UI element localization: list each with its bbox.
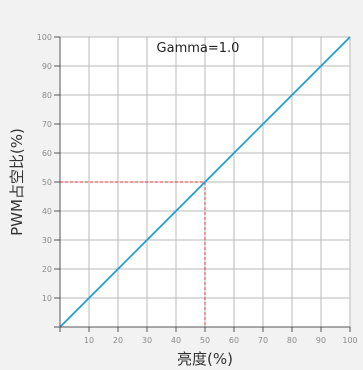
x-tick-label: 100 — [342, 336, 357, 345]
x-tick-label: 80 — [287, 336, 297, 345]
tick-labels: 10 20 30 40 50 60 70 80 90 100 10 20 30 40 50 60 70 80 90 1… — [37, 33, 358, 345]
x-tick-label: 10 — [84, 336, 94, 345]
x-tick-label: 70 — [258, 336, 268, 345]
y-tick-label: 10 — [42, 294, 52, 303]
y-tick-label: 40 — [42, 207, 52, 216]
y-tick-label: 30 — [42, 236, 52, 245]
y-tick-label: 20 — [42, 265, 52, 274]
y-tick-label: 60 — [42, 149, 52, 158]
x-tick-label: 50 — [200, 336, 210, 345]
reference-lines — [60, 181, 206, 327]
gamma-annotation: Gamma=1.0 — [157, 41, 240, 56]
series-layer — [59, 36, 351, 328]
x-tick-label: 20 — [113, 336, 123, 345]
y-tick-label: 50 — [42, 178, 52, 187]
x-tick-label: 40 — [171, 336, 181, 345]
x-tick-label: 90 — [316, 336, 326, 345]
x-tick-label: 30 — [142, 336, 152, 345]
x-axis-label: 亮度(%) — [177, 350, 233, 368]
y-axis-label: PWM占空比(%) — [8, 128, 26, 236]
y-tick-label: 100 — [37, 33, 52, 42]
series-line — [59, 36, 351, 328]
axes — [54, 36, 351, 332]
y-tick-label: 80 — [42, 91, 52, 100]
y-tick-label: 90 — [42, 62, 52, 71]
y-tick-label: 70 — [42, 120, 52, 129]
x-tick-label: 60 — [229, 336, 239, 345]
